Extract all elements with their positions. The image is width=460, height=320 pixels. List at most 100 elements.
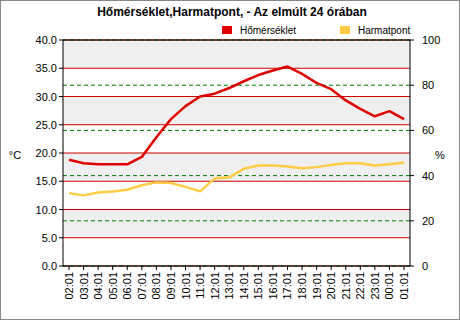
grid-line (63, 237, 410, 238)
tick (229, 266, 230, 270)
tick-label: 40 (422, 170, 434, 182)
tick-label: 16:01 (267, 272, 279, 300)
legend-label: Harmatpont (358, 25, 410, 36)
tick-label: 05:01 (107, 272, 119, 300)
tick (141, 266, 142, 270)
plot-frame (63, 40, 410, 266)
line (69, 163, 404, 196)
tick (410, 220, 414, 221)
tick (389, 266, 390, 270)
tick (374, 266, 375, 270)
tick (258, 266, 259, 270)
band (63, 40, 410, 68)
grid-line (63, 220, 410, 221)
tick-label: 100 (422, 34, 440, 46)
tick-label: 25.0 (36, 119, 57, 131)
tick-label: 07:01 (136, 272, 148, 300)
background (1, 1, 460, 320)
chart: 0.0 5.0 10.0 15.0 20.0 25.0 30.0 35.0 40.0 0 20 40 6… (0, 0, 460, 320)
tick (410, 85, 414, 86)
tick-label: 0.0 (42, 260, 57, 272)
legend-label: Hőmérséklet (240, 25, 296, 36)
tick (98, 266, 99, 270)
tick-label: 08:01 (150, 272, 162, 300)
tick-label: 0 (422, 260, 428, 272)
tick-label: 21:01 (340, 272, 352, 300)
title: Hőmérséklet,Harmatpont, - Az elmúlt 24 ó… (97, 5, 367, 19)
grid-line (63, 68, 410, 69)
tick (156, 266, 157, 270)
tick (59, 68, 63, 69)
tick (127, 266, 128, 270)
tick (200, 266, 201, 270)
tick-label: 19:01 (311, 272, 323, 300)
tick (59, 153, 63, 154)
axis-label: °C (9, 149, 21, 161)
grid-line (63, 175, 410, 176)
tick-label: 30.0 (36, 91, 57, 103)
tick-label: 11:01 (194, 272, 206, 299)
tick-label: 60 (422, 124, 434, 136)
tick-label: 20:01 (325, 272, 337, 300)
tick (410, 266, 414, 267)
tick (83, 266, 84, 270)
line (69, 67, 404, 165)
tick (170, 266, 171, 270)
grid-line (63, 153, 410, 154)
chart-container: 0.0 5.0 10.0 15.0 20.0 25.0 30.0 35.0 40.0 0 20 40 6… (0, 0, 460, 320)
tick (410, 40, 414, 41)
tick-label: 04:01 (92, 272, 104, 300)
tick-label: 10:01 (180, 272, 192, 300)
grid-line (63, 181, 410, 182)
tick-label: 5.0 (42, 232, 57, 244)
tick-label: 06:01 (121, 272, 133, 300)
tick (272, 266, 273, 270)
tick (410, 130, 414, 131)
series-group (69, 67, 404, 196)
tick (59, 124, 63, 125)
tick (59, 266, 63, 267)
tick-label: 23:01 (369, 272, 381, 300)
tick (59, 209, 63, 210)
tick-label: 13:01 (223, 272, 235, 300)
grid-line (63, 124, 410, 125)
band (63, 210, 410, 238)
tick-label: 10.0 (36, 204, 57, 216)
tick-label: 20 (422, 215, 434, 227)
tick-label: 17:01 (281, 272, 293, 300)
tick (59, 96, 63, 97)
tick (410, 175, 414, 176)
tick (69, 266, 70, 270)
tick-label: 35.0 (36, 62, 57, 74)
tick-label: 20.0 (36, 147, 57, 159)
axis-label: % (435, 149, 445, 161)
tick (331, 266, 332, 270)
tick-label: 03:01 (78, 272, 90, 300)
tick-label: 40.0 (36, 34, 57, 46)
tick (360, 266, 361, 270)
tick (287, 266, 288, 270)
tick (214, 266, 215, 270)
tick (243, 266, 244, 270)
tick (404, 266, 405, 270)
band (63, 153, 410, 181)
tick (59, 181, 63, 182)
tick (316, 266, 317, 270)
grid-line (63, 209, 410, 210)
tick-label: 15.0 (36, 175, 57, 187)
tick-label: 18:01 (296, 272, 308, 300)
tick (59, 40, 63, 41)
tick-label: 12:01 (209, 272, 221, 300)
tick (185, 266, 186, 270)
tick-label: 02:01 (63, 272, 75, 300)
legend-swatch (222, 26, 232, 34)
grid-line (63, 96, 410, 97)
band (63, 97, 410, 125)
tick-label: 01:01 (398, 272, 410, 300)
grid-line (63, 130, 410, 131)
tick (112, 266, 113, 270)
tick (59, 237, 63, 238)
tick-label: 15:01 (252, 272, 264, 300)
tick-label: 09:01 (165, 272, 177, 300)
tick-label: 80 (422, 79, 434, 91)
